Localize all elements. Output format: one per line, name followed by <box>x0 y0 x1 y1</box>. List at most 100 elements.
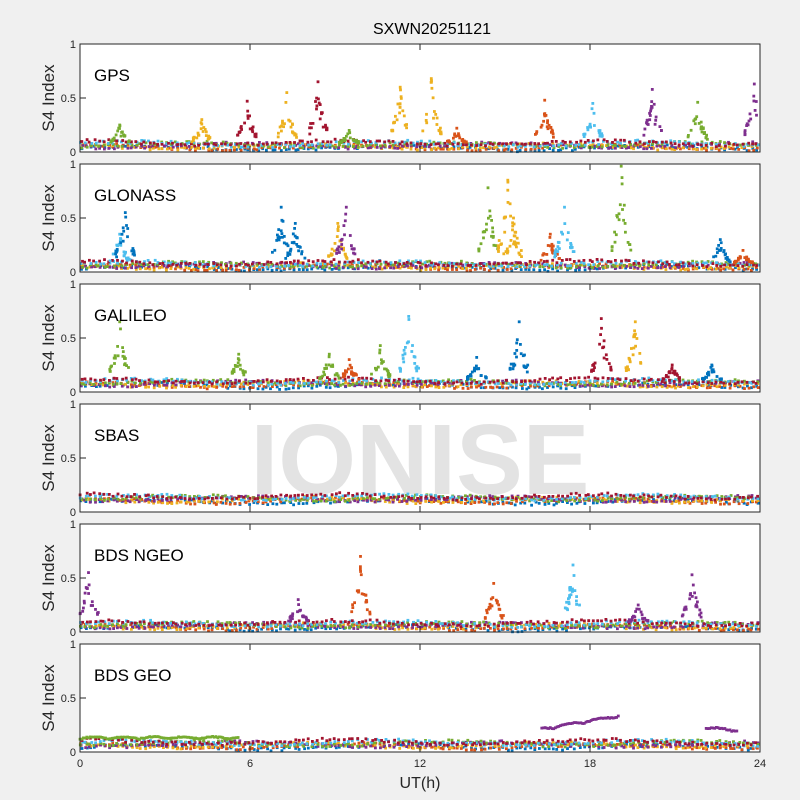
data-point <box>288 249 292 253</box>
data-point <box>452 141 456 144</box>
data-point <box>710 142 713 145</box>
data-point <box>169 261 173 265</box>
data-point <box>238 130 242 134</box>
data-point <box>395 118 399 122</box>
data-point <box>338 495 341 499</box>
data-point <box>682 380 686 384</box>
data-point <box>342 224 346 227</box>
data-point <box>167 146 171 150</box>
data-point <box>479 382 483 386</box>
data-point <box>475 385 478 389</box>
data-point <box>144 385 147 389</box>
data-point <box>509 262 513 266</box>
data-point <box>401 144 404 148</box>
data-point <box>458 136 462 140</box>
data-point <box>114 133 118 137</box>
data-point <box>284 257 288 260</box>
data-point <box>325 143 329 147</box>
data-point <box>724 261 728 264</box>
data-point <box>660 380 664 383</box>
data-point <box>361 144 365 148</box>
data-point <box>587 263 590 267</box>
data-point <box>501 268 505 272</box>
data-point <box>706 260 710 263</box>
data-point <box>378 144 382 148</box>
data-point <box>271 502 275 506</box>
data-point <box>470 370 474 374</box>
data-point <box>167 259 170 263</box>
data-point <box>478 149 482 153</box>
data-point <box>456 500 460 504</box>
data-point <box>336 229 340 232</box>
data-point <box>624 377 628 380</box>
data-point <box>571 250 575 253</box>
data-point <box>292 378 296 382</box>
data-point <box>568 140 572 144</box>
data-point <box>430 79 433 83</box>
data-point <box>501 385 504 389</box>
data-point <box>504 261 508 265</box>
data-point <box>755 268 758 271</box>
data-point <box>665 143 669 147</box>
data-point <box>722 267 726 271</box>
data-point <box>148 382 152 386</box>
data-point <box>715 247 719 251</box>
data-point <box>226 378 230 382</box>
data-point <box>637 261 641 265</box>
data-point <box>143 146 146 150</box>
data-point <box>276 236 280 240</box>
data-point <box>420 266 424 270</box>
data-point <box>419 142 423 145</box>
data-point <box>398 262 402 266</box>
data-point <box>398 384 401 388</box>
data-point <box>732 263 735 267</box>
data-point <box>394 261 397 264</box>
data-point <box>615 264 619 268</box>
data-point <box>593 146 596 150</box>
data-point <box>592 139 595 143</box>
data-point <box>715 375 719 378</box>
data-point <box>226 143 229 147</box>
data-point <box>572 495 576 499</box>
data-point <box>509 362 513 366</box>
data-point <box>493 382 497 386</box>
data-point <box>734 264 737 268</box>
data-point <box>483 262 487 266</box>
data-point <box>451 264 454 268</box>
data-point <box>487 216 490 220</box>
data-point <box>126 499 130 503</box>
data-point <box>248 381 252 385</box>
data-point <box>261 501 265 505</box>
data-point <box>750 268 753 272</box>
data-point <box>197 265 201 268</box>
data-point <box>139 381 142 385</box>
data-point <box>275 265 278 268</box>
data-point <box>310 140 313 144</box>
data-point <box>339 384 342 387</box>
data-point <box>564 387 568 391</box>
data-point <box>502 266 505 269</box>
data-point <box>210 382 214 386</box>
data-point <box>351 378 354 382</box>
data-point <box>293 141 296 144</box>
data-point <box>506 178 510 182</box>
data-point <box>317 101 321 105</box>
data-point <box>565 379 568 382</box>
data-point <box>425 264 429 268</box>
data-point <box>301 261 305 265</box>
data-point <box>83 382 87 386</box>
data-point <box>719 247 723 250</box>
data-point <box>244 501 248 504</box>
data-point <box>192 140 196 144</box>
data-point <box>569 266 573 270</box>
data-point <box>516 496 520 499</box>
data-point <box>479 374 483 377</box>
data-point <box>669 141 673 145</box>
data-point <box>699 125 703 129</box>
data-point <box>289 145 292 149</box>
data-point <box>174 385 177 389</box>
data-point <box>432 381 436 385</box>
data-point <box>470 265 474 269</box>
data-point <box>215 268 218 272</box>
